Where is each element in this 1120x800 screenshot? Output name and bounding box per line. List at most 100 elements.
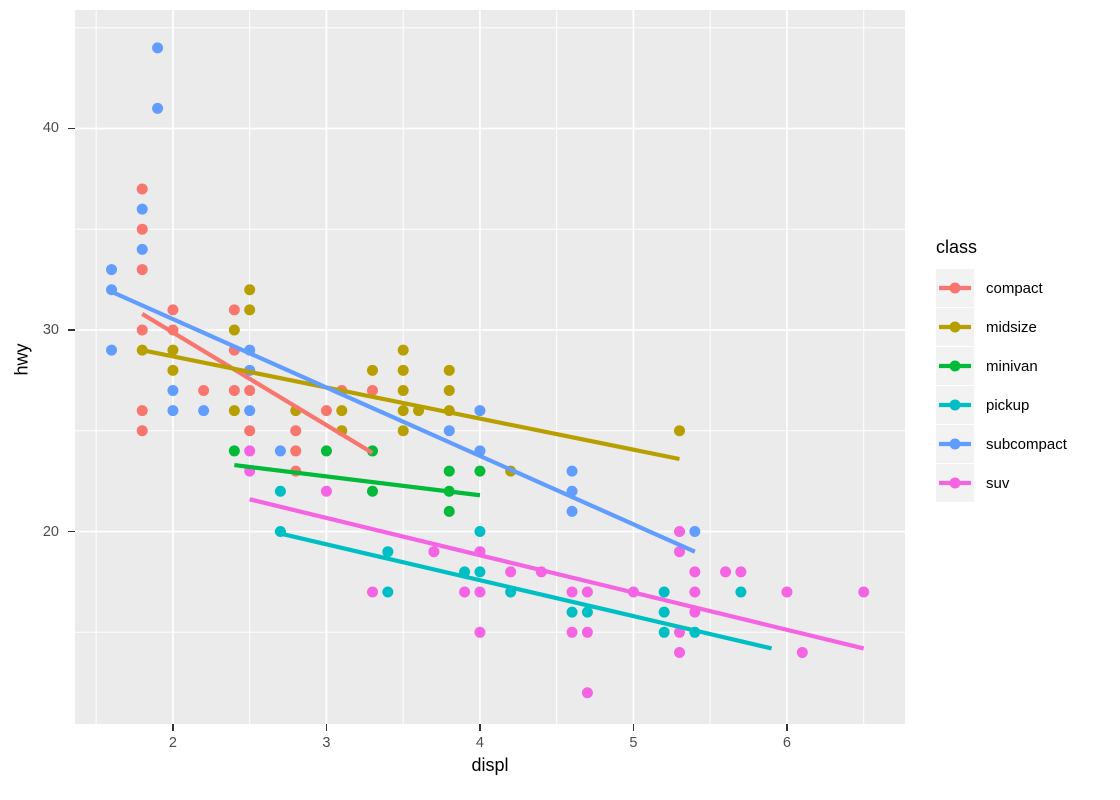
data-point-compact	[290, 425, 302, 437]
data-point-pickup	[658, 626, 670, 638]
data-point-suv	[459, 586, 471, 598]
data-point-minivan	[443, 505, 455, 517]
plot-canvas	[75, 10, 905, 724]
data-point-minivan	[443, 465, 455, 477]
data-point-subcompact	[152, 102, 164, 114]
data-point-pickup	[735, 586, 747, 598]
data-point-subcompact	[474, 405, 486, 417]
data-point-subcompact	[198, 405, 210, 417]
data-point-compact	[198, 384, 210, 396]
data-point-compact	[167, 304, 179, 316]
legend-key-midsize	[936, 308, 974, 346]
x-tick-mark	[786, 724, 788, 731]
data-point-pickup	[566, 606, 578, 618]
trend-line-minivan	[234, 462, 481, 498]
data-point-suv	[244, 445, 256, 457]
data-point-suv	[566, 586, 578, 598]
data-point-suv	[720, 566, 732, 578]
data-point-subcompact	[136, 243, 148, 255]
data-point-suv	[674, 646, 686, 658]
legend-entry-subcompact: subcompact	[936, 425, 1067, 463]
data-point-midsize	[244, 304, 256, 316]
legend-entry-minivan: minivan	[936, 347, 1038, 385]
y-tick-mark	[68, 127, 75, 130]
data-point-minivan	[474, 465, 486, 477]
x-tick-mark	[632, 724, 635, 731]
data-point-midsize	[167, 364, 179, 376]
legend-key-pickup	[936, 386, 974, 424]
data-point-pickup	[382, 586, 394, 598]
x-tick-label: 6	[782, 735, 791, 751]
data-point-suv	[581, 687, 593, 699]
legend-entry-label: suv	[986, 474, 1010, 492]
data-point-suv	[674, 546, 686, 558]
data-point-suv	[581, 586, 593, 598]
data-point-pickup	[474, 566, 486, 578]
y-axis-title-text: hwy	[11, 343, 32, 376]
legend-entry-label: subcompact	[986, 435, 1067, 453]
legend-entry-midsize: midsize	[936, 308, 1037, 346]
data-point-suv	[858, 586, 870, 598]
data-point-midsize	[366, 364, 378, 376]
data-point-subcompact	[106, 344, 118, 356]
y-tick-label: 20	[42, 523, 59, 540]
data-point-suv	[689, 586, 701, 598]
data-point-subcompact	[244, 405, 256, 417]
data-point-minivan	[366, 485, 378, 497]
trend-line-subcompact	[110, 289, 696, 554]
legend-title: class	[936, 237, 978, 257]
data-point-suv	[796, 646, 808, 658]
data-point-compact	[244, 425, 256, 437]
data-point-suv	[735, 566, 747, 578]
legend-key-point	[949, 321, 961, 333]
legend-entry-compact: compact	[936, 269, 1043, 307]
y-tick-mark	[68, 329, 75, 331]
data-point-compact	[136, 223, 148, 235]
trend-line-suv	[249, 497, 865, 651]
data-point-subcompact	[566, 505, 578, 517]
data-point-pickup	[658, 606, 670, 618]
legend-key-subcompact	[936, 425, 974, 463]
data-point-suv	[674, 526, 686, 538]
data-point-midsize	[228, 405, 240, 417]
data-point-subcompact	[167, 384, 179, 396]
data-point-midsize	[397, 344, 409, 356]
y-tick-label: 40	[42, 120, 59, 137]
data-point-pickup	[274, 485, 286, 497]
data-point-compact	[136, 264, 148, 276]
data-point-suv	[366, 586, 378, 598]
data-point-subcompact	[566, 465, 578, 477]
data-point-midsize	[397, 405, 409, 417]
data-point-subcompact	[689, 526, 701, 538]
data-point-midsize	[167, 344, 179, 356]
data-point-subcompact	[274, 445, 286, 457]
data-point-subcompact	[167, 405, 179, 417]
data-point-midsize	[397, 384, 409, 396]
x-tick-mark	[325, 724, 328, 731]
data-point-midsize	[674, 425, 686, 437]
data-point-suv	[581, 626, 593, 638]
x-tick-label: 5	[629, 735, 638, 751]
legend-entry-label: midsize	[986, 318, 1037, 336]
data-point-midsize	[336, 405, 348, 417]
data-point-suv	[320, 485, 332, 497]
data-point-suv	[428, 546, 440, 558]
legend-entry-label: minivan	[986, 357, 1038, 375]
y-tick-label: 30	[42, 322, 59, 339]
data-point-suv	[781, 586, 793, 598]
data-point-pickup	[382, 546, 394, 558]
data-point-compact	[366, 384, 378, 396]
data-point-compact	[136, 425, 148, 437]
data-point-pickup	[581, 606, 593, 618]
data-point-compact	[136, 183, 148, 195]
data-point-compact	[228, 384, 240, 396]
data-point-midsize	[443, 384, 455, 396]
data-point-suv	[689, 566, 701, 578]
legend-entry-label: pickup	[986, 396, 1030, 414]
data-point-compact	[244, 384, 256, 396]
x-axis-title-text: displ	[471, 755, 509, 775]
legend-entry-suv: suv	[936, 464, 1009, 502]
y-tick-mark	[68, 530, 75, 533]
trend-line-compact	[141, 312, 374, 455]
